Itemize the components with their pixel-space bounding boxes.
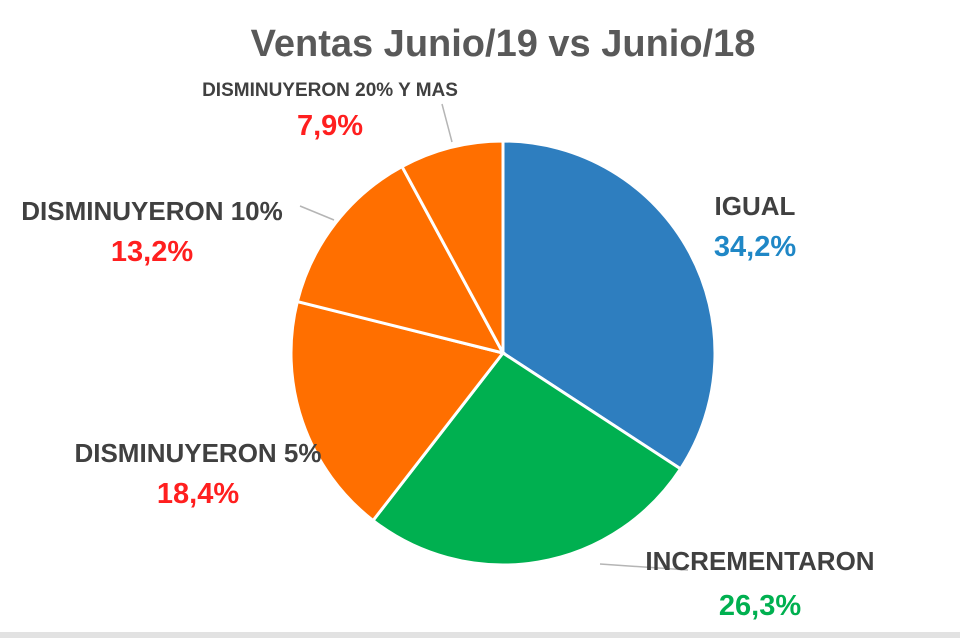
slice-value-label: 26,3% <box>719 590 801 622</box>
bottom-border <box>0 632 960 638</box>
slice-label: DISMINUYERON 10% <box>21 196 283 226</box>
slice-label: DISMINUYERON 20% Y MAS <box>202 80 458 101</box>
pie-slice-disminuyeron-20-y-mas <box>400 139 505 354</box>
slice-value-label: 13,2% <box>111 236 193 268</box>
leader-line <box>599 563 689 571</box>
pie-slice-disminuyeron-5 <box>289 299 506 523</box>
labels-group: IGUAL 34,2% INCREMENTARON 26,3% DISMINUYERON… <box>21 80 874 622</box>
slices-group <box>289 139 717 567</box>
slice-value-label: 18,4% <box>157 478 239 510</box>
slice-label: INCREMENTARON <box>645 546 874 576</box>
pie-slice-incrementaron <box>370 350 683 567</box>
leader-lines <box>299 103 689 571</box>
leader-line <box>299 205 335 221</box>
slice-label: DISMINUYERON 5% <box>74 438 321 468</box>
slice-value-label: 7,9% <box>297 110 363 142</box>
slice-value-label: 34,2% <box>714 231 796 263</box>
chart-title: Ventas Junio/19 vs Junio/18 <box>251 23 756 65</box>
slice-label: IGUAL <box>715 191 796 221</box>
leader-line <box>441 103 453 143</box>
pie-slice-disminuyeron-10 <box>295 164 506 356</box>
